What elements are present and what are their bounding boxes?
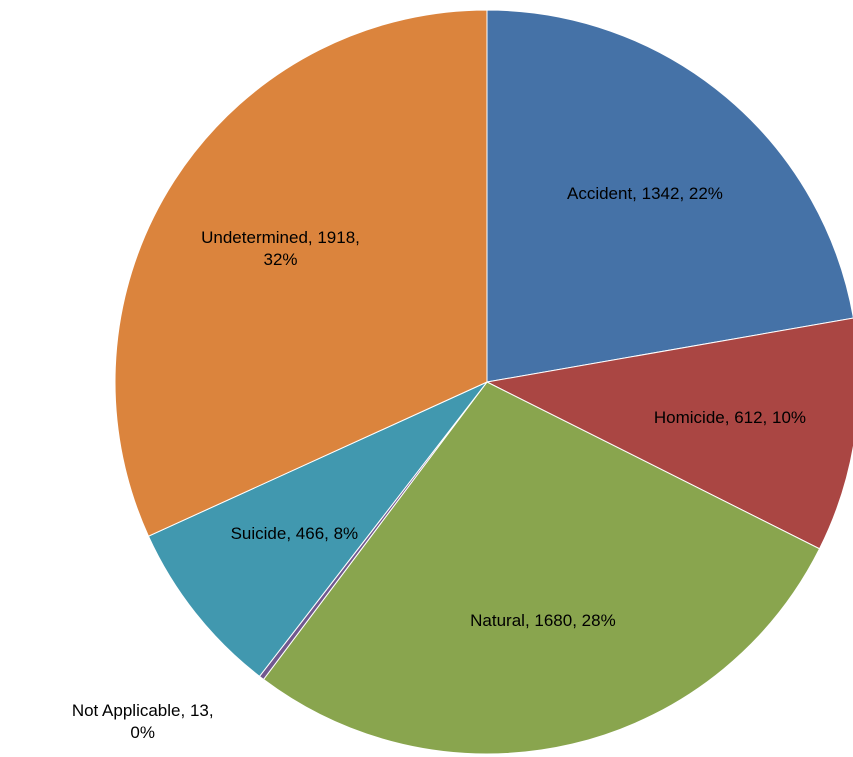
pie-slice: [114, 9, 488, 537]
data-label: Accident, 1342, 22%: [566, 184, 723, 204]
data-label: Suicide, 466, 8%: [230, 524, 359, 544]
data-label: Not Applicable, 13, 0%: [71, 701, 214, 743]
data-label: Natural, 1680, 28%: [470, 611, 616, 630]
pie-slice: [262, 381, 821, 755]
pie-slice: [485, 317, 853, 550]
data-label: Undetermined, 1918, 32%: [201, 228, 360, 270]
pie-slice: [486, 9, 853, 383]
pie-slice: [147, 381, 488, 678]
data-label: Homicide, 612, 10%: [653, 407, 807, 427]
